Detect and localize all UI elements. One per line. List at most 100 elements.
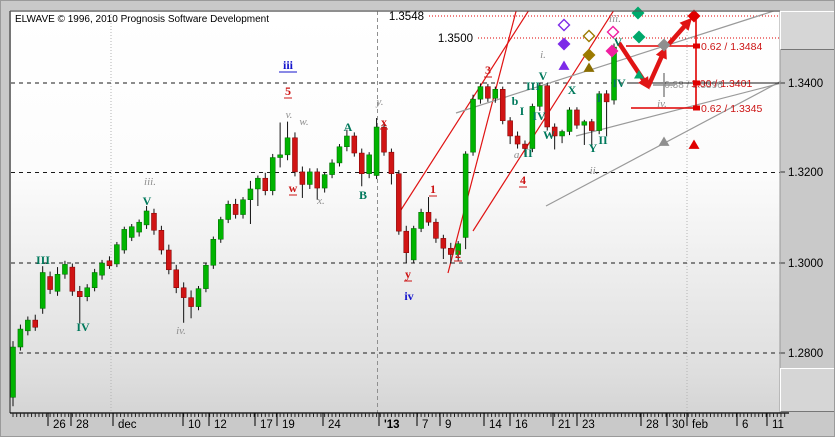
- candle-down: [180, 287, 187, 298]
- wave-label: B: [359, 188, 367, 202]
- marker-diamond: [687, 9, 701, 23]
- candle-up: [218, 219, 224, 240]
- x-axis-label: 16: [515, 419, 528, 431]
- candle-up: [25, 319, 31, 332]
- candle-up: [84, 287, 90, 297]
- marker-triangle: [658, 136, 670, 146]
- watermark: ELWAVE © 1996, 2010 Prognosis Software D…: [15, 14, 269, 25]
- level-label: 1.3548: [389, 11, 424, 23]
- level-label: 1.3500: [438, 33, 473, 45]
- wave-label: 2: [455, 247, 461, 261]
- x-axis-label: 7: [422, 419, 428, 431]
- wave-label: iii.: [609, 13, 621, 25]
- candle-up: [210, 239, 217, 266]
- candle-up: [39, 272, 46, 309]
- wave-label: iv: [404, 289, 413, 303]
- x-axis-label: 17: [260, 419, 273, 431]
- wave-label: ii.: [590, 165, 599, 177]
- x-axis-label: 26: [53, 419, 66, 431]
- candle-up: [329, 162, 335, 175]
- candle-up: [344, 135, 350, 148]
- candle-down: [507, 120, 513, 137]
- candle-up: [91, 272, 98, 288]
- wave-label: y: [405, 267, 411, 281]
- candle-down: [358, 152, 365, 174]
- marker-diamond-outline: [582, 29, 596, 43]
- candles-group: [10, 43, 617, 407]
- candle-up: [410, 228, 417, 261]
- candle-up: [143, 210, 150, 226]
- gray-trendline: [575, 82, 781, 137]
- candle-down: [299, 171, 306, 185]
- candle-up: [240, 199, 246, 215]
- candle-down: [32, 319, 39, 328]
- candle-down: [232, 203, 239, 215]
- candle-up: [596, 93, 602, 131]
- candle-down: [499, 89, 506, 121]
- plot-group: [10, 11, 781, 413]
- x-axis-label: 14: [489, 419, 502, 431]
- scroll-thumb-bottom[interactable]: [780, 368, 834, 412]
- wave-label: iii: [283, 58, 294, 72]
- x-axis-label: 9: [445, 419, 451, 431]
- candle-up: [462, 153, 469, 238]
- fib-vline-tick: [693, 43, 700, 49]
- wave-label: V: [539, 69, 548, 83]
- fib-vline-tick: [693, 80, 700, 86]
- x-axis-label: 10: [188, 419, 201, 431]
- fib-label: 1.00 / 1.3401: [691, 78, 752, 90]
- wave-label: X: [568, 83, 577, 97]
- marker-triangle: [688, 139, 700, 149]
- y-axis-label: 1.3200: [788, 167, 823, 179]
- candle-down: [69, 266, 76, 292]
- wave-label: IV: [532, 109, 546, 123]
- wave-label: iv.: [657, 98, 667, 110]
- candle-up: [121, 229, 128, 251]
- wave-label: W: [543, 128, 555, 142]
- candle-up: [10, 346, 16, 398]
- candle-down: [433, 221, 439, 239]
- x-axis-label: feb: [692, 419, 708, 431]
- candle-down: [351, 135, 358, 154]
- x-axis-label: '13: [384, 419, 400, 431]
- wave-label: b: [512, 94, 519, 108]
- wave-label: 3: [485, 63, 491, 77]
- candle-up: [54, 274, 61, 292]
- candle-down: [166, 249, 172, 271]
- candle-down: [262, 177, 269, 192]
- wave-label: 5: [285, 84, 291, 98]
- red-trendline: [398, 11, 530, 214]
- wave-label: w: [289, 181, 298, 195]
- candle-up: [537, 85, 543, 107]
- x-axis-label: 28: [76, 419, 89, 431]
- x-axis-label: 21: [558, 419, 571, 431]
- candle-up: [284, 137, 291, 156]
- candle-up: [255, 177, 261, 190]
- candle-up: [99, 262, 105, 276]
- candle-up: [17, 328, 24, 348]
- wave-label: v.: [286, 109, 293, 121]
- wave-label: I: [520, 104, 525, 118]
- scroll-thumb-top[interactable]: [780, 11, 834, 50]
- wave-label: III: [36, 253, 50, 267]
- marker-diamond: [632, 30, 646, 44]
- candle-down: [396, 173, 402, 232]
- candle-down: [381, 126, 387, 153]
- wave-label: a.: [514, 149, 522, 161]
- fib-label: 0.62 / 1.3484: [701, 41, 762, 53]
- candle-up: [277, 154, 283, 158]
- candle-down: [403, 230, 410, 253]
- wave-label: iv.: [176, 325, 186, 337]
- projection-arrowhead: [679, 17, 692, 31]
- wave-label: x: [381, 115, 387, 129]
- gray-trendline: [545, 80, 781, 207]
- candle-up: [366, 154, 372, 174]
- marker-diamond: [582, 48, 596, 62]
- wave-label: 1: [430, 182, 436, 196]
- candle-up: [62, 264, 68, 275]
- candle-down: [388, 151, 395, 174]
- candle-down: [589, 121, 595, 131]
- candle-down: [425, 212, 432, 223]
- candle-up: [581, 121, 588, 126]
